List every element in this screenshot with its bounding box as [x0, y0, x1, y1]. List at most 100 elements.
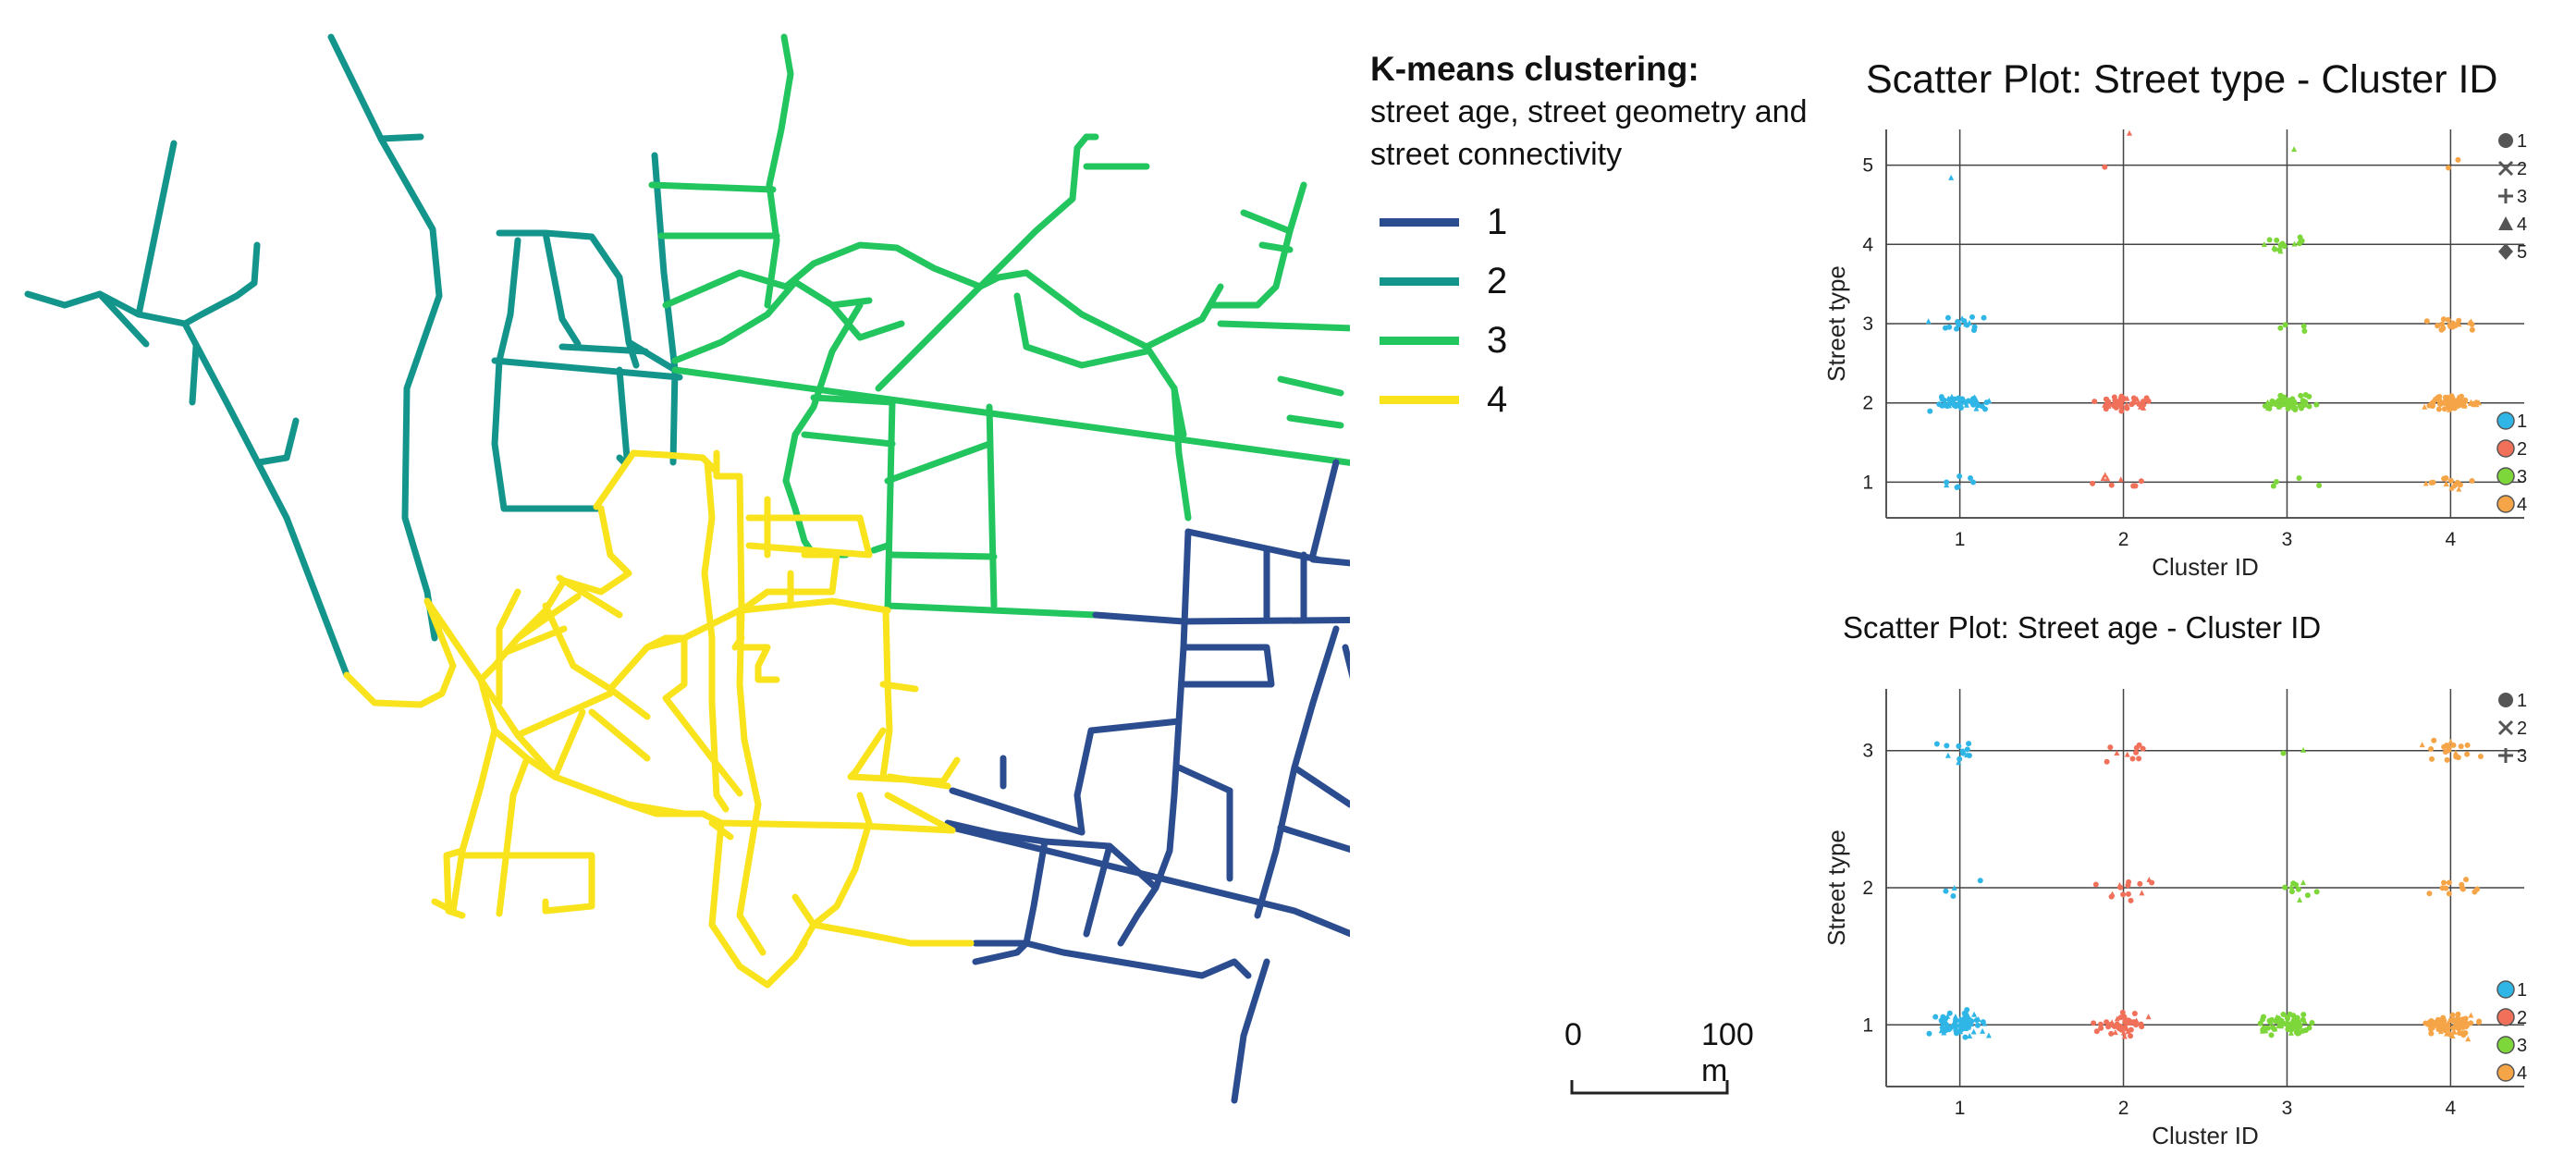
scatter-point-cluster-4 [2446, 165, 2452, 171]
scatter-point-cluster-1 [1952, 1013, 1958, 1020]
scatter-point-cluster-2 [2141, 401, 2147, 408]
scatter-point-cluster-3 [2282, 322, 2288, 328]
scatter-point-cluster-4 [2449, 320, 2456, 326]
shape-legend-label-4: 4 [2517, 215, 2527, 235]
scatter-point-cluster-3 [2280, 1012, 2287, 1018]
scatter-point-cluster-3 [2270, 483, 2276, 489]
scatter-point-cluster-4 [2460, 1032, 2467, 1038]
scatter-point-cluster-2 [2126, 878, 2132, 885]
scatter-point-cluster-2 [2131, 1010, 2138, 1016]
scatter-point-cluster-3 [2275, 403, 2282, 410]
scale-start-label: 0 [1564, 1017, 1582, 1052]
color-legend-label-3: 3 [2517, 1036, 2527, 1056]
legend-subtitle-line-1: street age, street geometry and [1370, 94, 1808, 129]
x-tick-label: 4 [2446, 529, 2457, 550]
color-legend-marker-4 [2496, 495, 2515, 513]
scatter-point-cluster-2 [2130, 399, 2137, 406]
scatter-point-cluster-2 [2102, 164, 2108, 170]
scatter-point-cluster-2 [2104, 1019, 2110, 1026]
scatter-point-cluster-2 [2114, 750, 2120, 756]
scatter-point-cluster-1 [1964, 1007, 1970, 1013]
scatter-point-cluster-4 [2457, 482, 2463, 488]
scatter-point-cluster-4 [2452, 749, 2459, 755]
y-tick-label: 4 [1862, 234, 1873, 255]
scatter-point-cluster-2 [2118, 408, 2125, 414]
scatter-point-cluster-2 [2104, 475, 2111, 482]
scatter-point-cluster-2 [2103, 406, 2109, 412]
scatter-point-cluster-4 [2468, 318, 2474, 325]
scatter-point-cluster-3 [2262, 402, 2268, 409]
scatter-point-cluster-4 [2468, 1020, 2474, 1026]
scatter-point-cluster-2 [2091, 399, 2098, 405]
scatter-point-cluster-2 [2117, 884, 2124, 891]
scatter-point-cluster-1 [1951, 396, 1957, 402]
scatter-point-cluster-2 [2120, 891, 2127, 898]
scatter-point-cluster-2 [2133, 749, 2140, 755]
scatter-point-cluster-2 [2122, 1019, 2128, 1026]
scatter-point-cluster-1 [1980, 1027, 1986, 1034]
scatter-point-cluster-1 [1939, 1019, 1945, 1026]
scatter-point-cluster-1 [1925, 318, 1932, 325]
scale-bar-line [1570, 1080, 1729, 1095]
scatter-point-cluster-3 [2260, 1016, 2266, 1023]
scatter-point-cluster-2 [2120, 395, 2127, 401]
cluster-3-streets [648, 33, 1350, 619]
scatter-point-cluster-3 [2288, 1029, 2294, 1036]
legend-item-4: 4 [1370, 370, 1851, 429]
x-axis-label: Cluster ID [2152, 1122, 2259, 1147]
scatter-point-cluster-4 [2438, 326, 2445, 333]
scatter-point-cluster-3 [2300, 879, 2306, 886]
scatter-point-cluster-1 [1967, 1032, 1973, 1038]
scatter-point-cluster-3 [2291, 240, 2298, 247]
scatter-point-cluster-3 [2304, 892, 2311, 899]
scatter-point-cluster-3 [2301, 328, 2308, 335]
scatter-point-cluster-2 [2136, 742, 2142, 748]
scatter-point-cluster-1 [1969, 313, 1976, 320]
scatter-point-cluster-4 [2423, 480, 2429, 486]
scatter-point-cluster-2 [2124, 751, 2130, 757]
scatter-point-cluster-3 [2264, 1025, 2271, 1031]
x-tick-label: 1 [1955, 1098, 1966, 1119]
scatter-point-cluster-2 [2121, 1013, 2128, 1020]
scatter-point-cluster-4 [2441, 743, 2447, 750]
shape-legend-marker-3 [2498, 748, 2513, 763]
scatter-point-cluster-1 [1967, 1016, 1973, 1023]
legend-label-2: 2 [1487, 260, 1508, 301]
shape-legend-marker-2 [2497, 160, 2514, 177]
scatter-point-cluster-1 [1974, 1022, 1981, 1028]
legend-label-3: 3 [1487, 319, 1508, 361]
scatter-point-cluster-2 [2100, 475, 2106, 482]
scatter-point-cluster-3 [2301, 402, 2308, 409]
scatter-point-cluster-2 [2092, 881, 2099, 888]
scatter-point-cluster-1 [1967, 319, 1973, 326]
shape-legend-label-1: 1 [2517, 131, 2527, 152]
scatter-point-cluster-1 [1957, 755, 1963, 762]
scatter-point-cluster-1 [1966, 741, 1972, 747]
scatter-point-cluster-1 [1955, 401, 1961, 408]
scatter-point-cluster-4 [2441, 475, 2447, 482]
scatter-point-cluster-1 [1964, 752, 1970, 758]
x-axis-label: Cluster ID [2152, 553, 2259, 581]
scatter-point-cluster-1 [1933, 741, 1940, 747]
color-legend-marker-2 [2496, 1008, 2515, 1026]
scatter-point-cluster-3 [2293, 881, 2300, 888]
scatter-point-cluster-1 [1961, 318, 1968, 325]
scatter-point-cluster-3 [2266, 237, 2273, 243]
scatter-point-cluster-2 [2108, 1021, 2115, 1027]
scatter-point-cluster-3 [2306, 1025, 2312, 1031]
scatter-point-cluster-3 [2295, 886, 2301, 892]
scatter-point-cluster-3 [2273, 401, 2279, 408]
shape-legend-label-3: 3 [2517, 746, 2527, 767]
scatter-point-cluster-4 [2447, 1031, 2453, 1038]
scatter-point-cluster-4 [2473, 399, 2480, 406]
scatter-point-cluster-2 [2131, 1019, 2138, 1026]
scatter-point-cluster-3 [2260, 1026, 2266, 1033]
scatter-point-cluster-2 [2102, 472, 2108, 478]
color-legend-marker-1 [2496, 980, 2515, 999]
shape-legend-label-2: 2 [2517, 159, 2527, 179]
scatter-point-cluster-3 [2313, 401, 2320, 408]
scatter-point-cluster-4 [2454, 1025, 2460, 1031]
scatter-point-cluster-4 [2429, 1025, 2435, 1031]
scatter-point-cluster-2 [2114, 1015, 2120, 1022]
scatter-point-cluster-3 [2286, 398, 2292, 404]
